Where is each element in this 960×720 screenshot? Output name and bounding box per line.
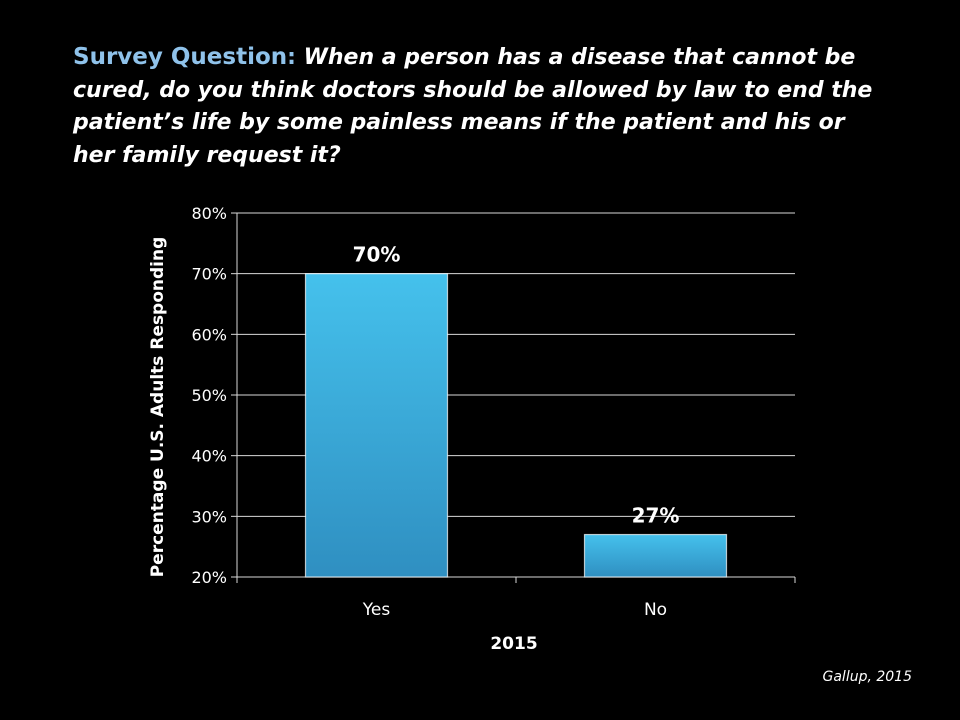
- bars: [304, 273, 728, 578]
- question-colon: :: [287, 45, 296, 70]
- question-text: When a person has a disease that cannot …: [73, 45, 873, 168]
- x-axis-title: 2015: [490, 634, 537, 654]
- data-label: 70%: [353, 243, 401, 267]
- source-note: Gallup, 2015: [822, 669, 913, 685]
- bar-yes: [304, 273, 449, 578]
- data-label: 27%: [632, 504, 680, 528]
- x-tick-label: Yes: [362, 600, 391, 620]
- question-lead: Survey Question: [73, 44, 288, 70]
- labels: 20% 30% 40% 50% 60% 70% 80% 70% Yes 27% No 2015 Perc…: [148, 204, 679, 654]
- y-tick-label: 70%: [191, 265, 227, 284]
- y-tick-label: 30%: [191, 507, 227, 526]
- y-tick-label: 60%: [191, 325, 227, 344]
- y-tick-label: 40%: [191, 447, 227, 466]
- y-tick-label: 50%: [191, 386, 227, 405]
- y-tick-label: 80%: [191, 204, 227, 223]
- bar-no: [583, 533, 728, 578]
- survey-question: Survey Question: When a person has a dis…: [73, 40, 893, 172]
- x-tick-label: No: [644, 600, 667, 620]
- y-axis-title: Percentage U.S. Adults Responding: [148, 237, 168, 578]
- y-tick-label: 20%: [191, 568, 227, 587]
